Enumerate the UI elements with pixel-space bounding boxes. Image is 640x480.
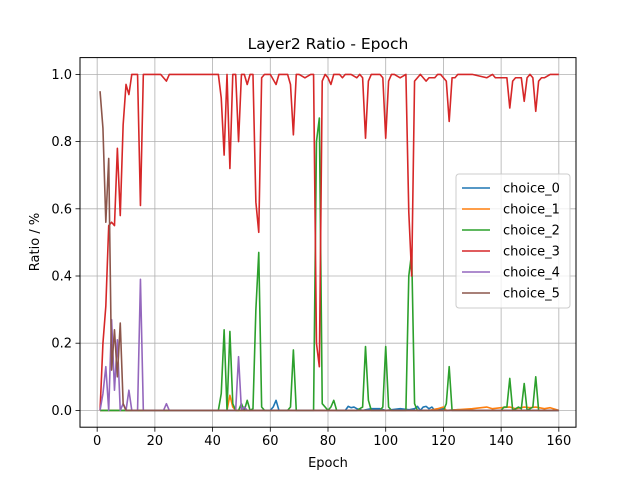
y-axis: 0.0 0.2 0.4 0.6 0.8 1.0 (51, 68, 80, 419)
x-tick-label: 160 (546, 434, 571, 449)
x-tick-label: 100 (373, 434, 398, 449)
x-axis: 0 20 40 60 80 100 120 140 160 (93, 427, 571, 449)
series-line-choice-2 (100, 117, 559, 412)
y-tick-label: 0.4 (51, 270, 72, 285)
x-tick-label: 40 (204, 434, 221, 449)
x-tick-label: 60 (262, 434, 279, 449)
legend: choice_0 choice_1 choice_2 choice_3 choice_4… (455, 173, 571, 309)
legend-label-choice-1: choice_1 (503, 203, 560, 218)
series-line-choice-5 (99, 91, 559, 412)
legend-label-choice-4: choice_4 (503, 266, 560, 281)
x-tick-label: 20 (147, 434, 164, 449)
series-line-choice-3 (99, 73, 559, 411)
x-tick-label: 120 (431, 434, 456, 449)
plot-area (99, 73, 560, 412)
y-tick-label: 0.2 (51, 337, 72, 352)
chart-title: Layer2 Ratio - Epoch (248, 35, 409, 53)
x-tick-label: 0 (93, 434, 101, 449)
legend-box (455, 173, 571, 309)
x-axis-label: Epoch (308, 456, 348, 471)
legend-label-choice-2: choice_2 (503, 224, 560, 239)
legend-label-choice-3: choice_3 (503, 245, 560, 260)
y-axis-label: Ratio / % (28, 213, 43, 271)
legend-label-choice-0: choice_0 (503, 182, 560, 197)
x-tick-label: 80 (320, 434, 337, 449)
legend-label-choice-5: choice_5 (503, 287, 560, 302)
y-tick-label: 0.0 (51, 404, 72, 419)
y-tick-label: 1.0 (51, 68, 72, 83)
y-tick-label: 0.6 (51, 202, 72, 217)
x-tick-label: 140 (489, 434, 514, 449)
y-tick-label: 0.8 (51, 135, 72, 150)
